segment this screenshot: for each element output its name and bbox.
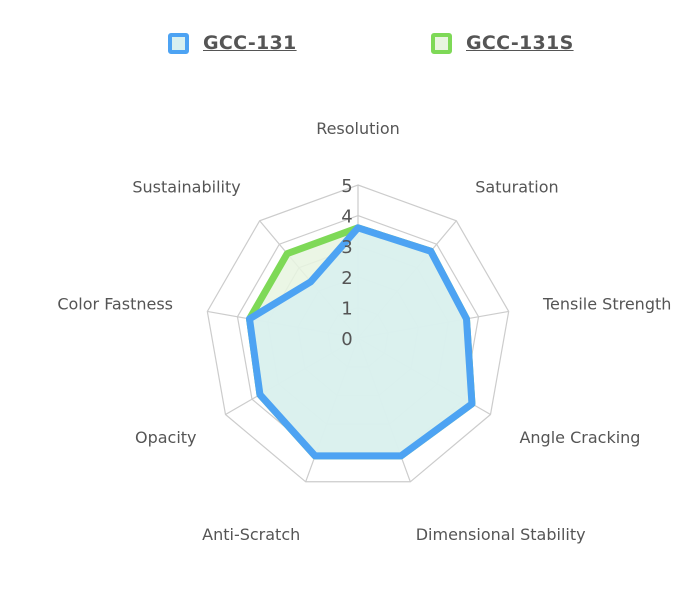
tick-label-2: 2 [341,268,352,289]
data-point-gcc-131-1 [428,248,434,254]
axis-label-angle-cracking: Angle Cracking [519,428,640,447]
legend-label-gcc-131: GCC-131 [203,32,297,54]
axis-label-saturation: Saturation [475,177,558,196]
grid-ring-5 [206,184,510,483]
legend-label-gcc-131s: GCC-131S [466,32,574,54]
chart-legend: GCC-131 GCC-131S [0,32,700,68]
tick-label-0: 0 [341,329,352,350]
axis-label-color-fastness: Color Fastness [57,295,173,314]
tick-label-1: 1 [341,298,352,319]
tick-label-3: 3 [341,237,352,258]
data-point-gcc-131-0 [355,225,361,231]
legend-item-gcc-131s[interactable]: GCC-131S [431,32,574,54]
series-area-gcc-131 [246,224,476,460]
legend-item-gcc-131[interactable]: GCC-131 [168,32,297,54]
axis-label-sustainability: Sustainability [132,177,240,196]
data-point-gcc-131-6 [257,392,263,398]
data-point-gcc-131-3 [469,401,475,407]
data-point-gcc-131-7 [247,316,253,322]
tick-label-4: 4 [341,207,352,228]
legend-swatch-gcc-131s [431,32,452,54]
data-point-gcc-131s-8 [284,251,290,257]
data-point-gcc-131-5 [312,453,318,459]
legend-swatch-gcc-131 [168,32,189,54]
axis-label-tensile-strength: Tensile Strength [542,295,671,314]
data-point-gcc-131-2 [463,316,469,322]
data-point-gcc-131-4 [398,453,404,459]
axis-label-dimensional-stability: Dimensional Stability [416,525,586,544]
data-point-gcc-131-8 [308,279,314,285]
axis-label-opacity: Opacity [135,428,197,447]
tick-label-5: 5 [341,176,352,197]
axis-label-resolution: Resolution [316,119,400,138]
axis-label-anti-scratch: Anti-Scratch [202,525,300,544]
